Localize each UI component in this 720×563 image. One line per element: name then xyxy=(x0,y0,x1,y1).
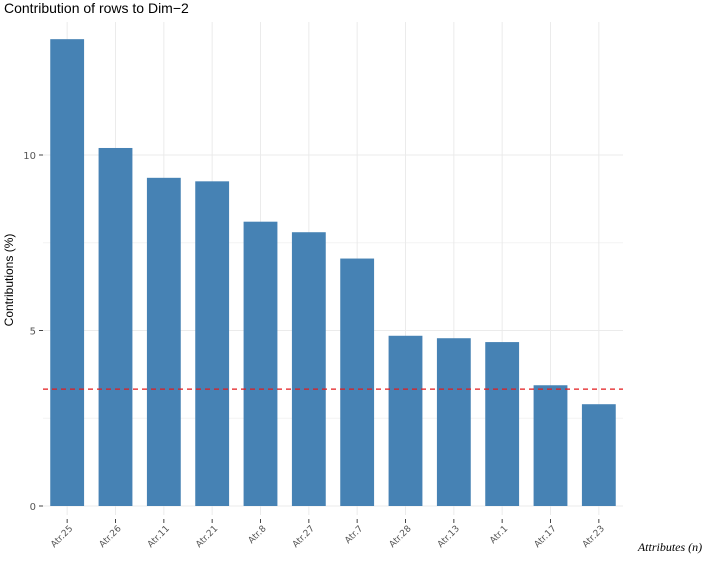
chart-title: Contribution of rows to Dim−2 xyxy=(4,0,189,16)
y-tick-label-0: 0 xyxy=(30,502,36,513)
x-tick-label-Atr.28: Atr.28 xyxy=(388,524,414,550)
x-axis: Atr.25 Atr.26 Atr.11 Atr.21 Atr.8 Atr.27 Atr.7… xyxy=(49,519,607,550)
y-tick-label-1: 5 xyxy=(30,327,36,338)
bar-Atr.1 xyxy=(485,342,520,506)
x-axis-label: Attributes (n) xyxy=(637,540,702,554)
x-tick-label-Atr.8: Atr.8 xyxy=(247,524,269,546)
bar-Atr.27 xyxy=(291,232,326,506)
bar-Atr.8 xyxy=(243,221,278,506)
bar-Atr.7 xyxy=(340,258,375,506)
x-tick-label-Atr.26: Atr.26 xyxy=(98,524,124,550)
x-tick-label-Atr.17: Atr.17 xyxy=(533,524,559,550)
x-tick-label-Atr.21: Atr.21 xyxy=(194,524,220,550)
y-axis: 0 5 10 xyxy=(23,151,43,513)
bar-Atr.13 xyxy=(436,338,471,506)
x-tick-label-Atr.27: Atr.27 xyxy=(291,524,317,550)
bar-Atr.11 xyxy=(146,177,181,506)
x-tick-label-Atr.7: Atr.7 xyxy=(343,524,365,546)
x-tick-label-Atr.25: Atr.25 xyxy=(49,524,75,550)
x-tick-label-Atr.13: Atr.13 xyxy=(436,524,462,550)
bars xyxy=(50,39,616,507)
y-tick-label-2: 10 xyxy=(23,151,36,162)
bar-Atr.23 xyxy=(581,404,616,506)
bar-Atr.17 xyxy=(533,385,568,506)
x-tick-label-Atr.23: Atr.23 xyxy=(581,524,607,550)
bar-Atr.21 xyxy=(195,181,230,506)
y-axis-label: Contributions (%) xyxy=(2,234,16,327)
bar-Atr.28 xyxy=(388,335,423,506)
x-tick-label-Atr.11: Atr.11 xyxy=(146,524,172,550)
bar-Atr.26 xyxy=(98,147,133,507)
x-tick-label-Atr.1: Atr.1 xyxy=(488,524,510,546)
bar-Atr.25 xyxy=(50,39,85,507)
